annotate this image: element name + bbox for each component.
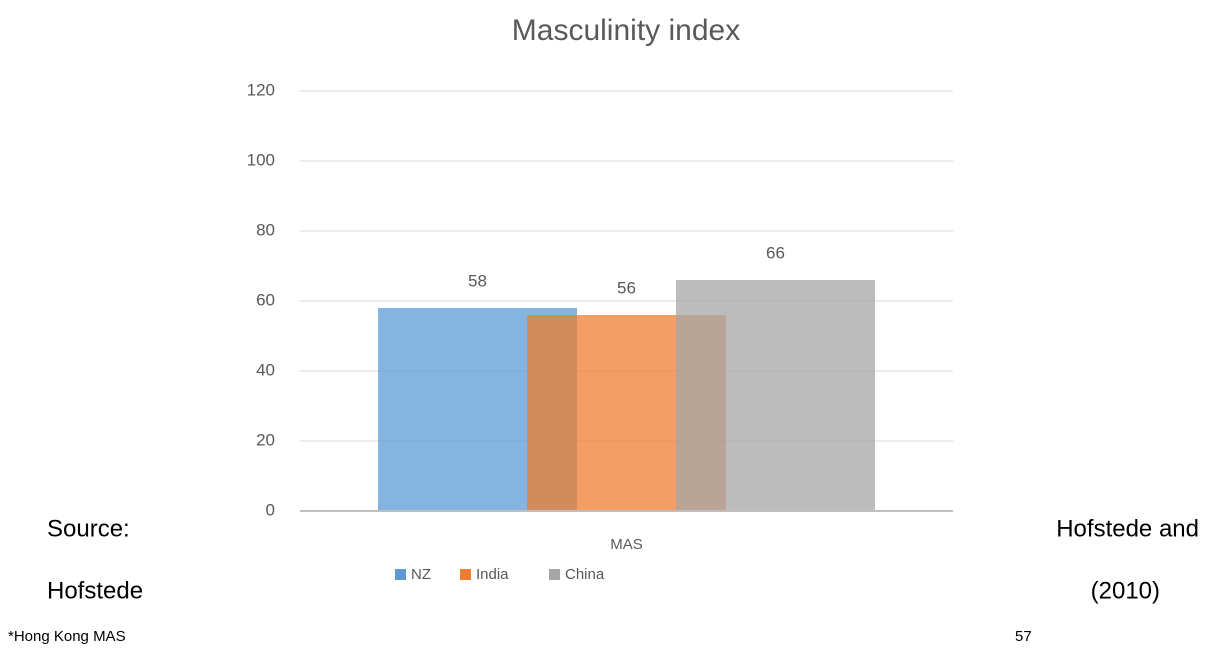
y-tick-label: 40 [256, 360, 275, 379]
source-text: Hofstede and [1056, 515, 1199, 542]
y-tick-label: 80 [256, 220, 275, 239]
data-label: 58 [468, 271, 487, 290]
source-text: Source: [47, 515, 130, 542]
legend-swatch [460, 569, 471, 580]
legend-label: NZ [411, 566, 431, 583]
x-tick-label: MAS [610, 536, 643, 553]
bar [676, 280, 875, 511]
y-tick-label: 120 [247, 80, 275, 99]
y-tick-label: 0 [266, 500, 275, 519]
y-tick-label: 100 [247, 150, 275, 169]
legend-label: India [476, 566, 509, 583]
legend-swatch [549, 569, 560, 580]
chart-title: Masculinity index [512, 14, 740, 47]
footnote: *Hong Kong MAS [8, 628, 126, 645]
data-label: 56 [617, 278, 636, 297]
source-text: Hofstede [47, 577, 143, 604]
legend-label: China [565, 566, 605, 583]
data-label: 66 [766, 243, 785, 262]
y-tick-label: 60 [256, 290, 275, 309]
source-text: (2010) [1091, 577, 1160, 604]
legend-swatch [395, 569, 406, 580]
y-tick-label: 20 [256, 430, 275, 449]
page-number: 57 [1015, 628, 1032, 645]
